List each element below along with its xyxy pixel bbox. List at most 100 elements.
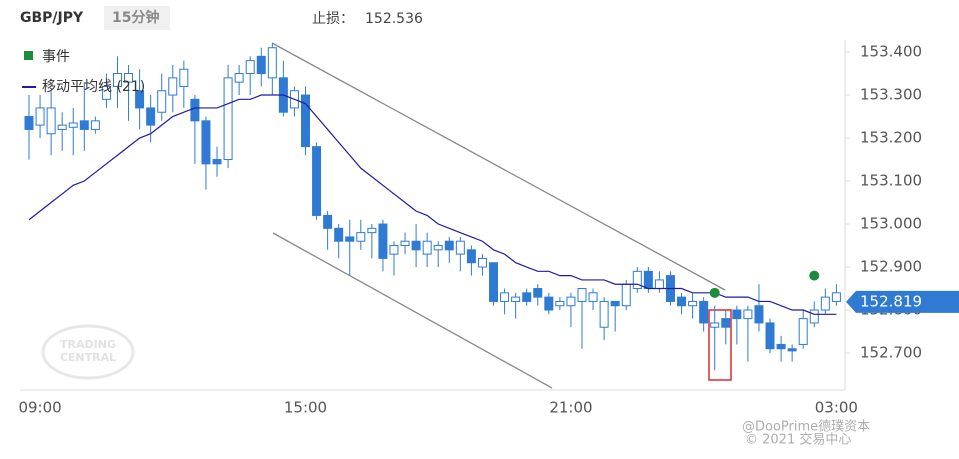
candle-body bbox=[201, 120, 211, 165]
candle-body bbox=[101, 85, 111, 100]
candle-body bbox=[157, 90, 167, 113]
candle-body bbox=[544, 296, 554, 311]
candle-body bbox=[632, 270, 642, 290]
candle-body bbox=[500, 292, 510, 302]
candle-body bbox=[79, 120, 89, 130]
x-tick-label: 09:00 bbox=[18, 399, 61, 417]
candle-body bbox=[455, 240, 465, 255]
legend-label: 事件 bbox=[42, 49, 70, 65]
candle-body bbox=[599, 300, 609, 328]
candle-body bbox=[267, 47, 277, 79]
y-tick-label: 153.000 bbox=[860, 215, 922, 233]
trend-line bbox=[272, 232, 553, 389]
candle-body bbox=[256, 55, 266, 75]
candle-body bbox=[312, 146, 322, 216]
candle-body bbox=[820, 296, 830, 311]
candle-body bbox=[588, 292, 598, 302]
y-tick-label: 152.700 bbox=[860, 344, 922, 362]
logo-text: TRADING bbox=[60, 338, 116, 351]
plot bbox=[24, 43, 841, 371]
candle-body bbox=[809, 309, 819, 324]
stop-loss: 152.536 bbox=[365, 11, 423, 27]
candle-body bbox=[466, 249, 476, 264]
candle-body bbox=[643, 270, 653, 290]
price-tag-label: 152.819 bbox=[860, 292, 922, 310]
candle-body bbox=[411, 240, 421, 251]
candle-body bbox=[477, 257, 487, 268]
x-tick-label: 03:00 bbox=[815, 399, 858, 417]
moving-average-line bbox=[28, 94, 837, 315]
candle-body bbox=[245, 60, 255, 75]
watermark-source: @DooPrime德璞资本 bbox=[742, 420, 870, 435]
watermark-logo: TRADING CENTRAL bbox=[41, 324, 135, 380]
candle-body bbox=[179, 68, 189, 87]
candle-body bbox=[301, 94, 310, 148]
candle-body bbox=[710, 322, 720, 328]
candle-body bbox=[533, 288, 543, 298]
candle-body bbox=[57, 124, 67, 130]
logo-ring bbox=[41, 324, 135, 380]
watermark-copyright: © 2021 交易中心 bbox=[745, 432, 851, 448]
x-tick-label: 15:00 bbox=[284, 399, 327, 417]
candle-body bbox=[522, 292, 532, 302]
candle-body bbox=[776, 343, 786, 350]
candle-body bbox=[754, 305, 764, 324]
candle-body bbox=[68, 122, 78, 128]
candle-body bbox=[511, 296, 521, 302]
candle-body bbox=[422, 240, 432, 255]
price-tag bbox=[846, 290, 959, 313]
y-tick-label: 153.200 bbox=[860, 129, 922, 147]
candle-body bbox=[112, 73, 122, 87]
interval-box[interactable] bbox=[104, 6, 170, 30]
candle-body bbox=[24, 116, 34, 130]
candle-body bbox=[367, 227, 377, 234]
candle-body bbox=[798, 318, 808, 345]
candle-body bbox=[356, 232, 366, 242]
event-marker bbox=[709, 287, 720, 298]
candle-body bbox=[400, 240, 410, 247]
x-tick-label: 21:00 bbox=[549, 399, 592, 417]
legend-label: 移动平均线 (21) bbox=[42, 79, 145, 95]
candle-body bbox=[566, 296, 576, 307]
candle-body bbox=[146, 107, 156, 126]
event-marker bbox=[809, 270, 820, 281]
candle-body bbox=[831, 292, 841, 302]
candle-body bbox=[378, 223, 388, 259]
legend-event-swatch bbox=[24, 51, 33, 60]
highlight-box bbox=[708, 309, 732, 381]
candle-body bbox=[35, 107, 45, 126]
candle-body bbox=[688, 300, 698, 307]
candle-body bbox=[345, 236, 355, 242]
y-tick-label: 153.300 bbox=[860, 86, 922, 104]
candle-body bbox=[721, 318, 731, 328]
candle-body bbox=[190, 98, 200, 122]
candle-body bbox=[743, 309, 753, 320]
candle-body bbox=[46, 107, 56, 135]
logo-text: CENTRAL bbox=[60, 351, 116, 364]
candle-body bbox=[135, 90, 145, 109]
candle-body bbox=[489, 262, 499, 302]
candle-body bbox=[555, 300, 565, 307]
candle-body bbox=[787, 348, 797, 352]
candle-body bbox=[389, 245, 399, 255]
y-tick-label: 153.400 bbox=[860, 43, 922, 61]
candle-body bbox=[444, 240, 454, 251]
candle-body bbox=[90, 120, 100, 130]
y-tick-label: 152.900 bbox=[860, 258, 922, 276]
candle-body bbox=[433, 245, 443, 251]
interval[interactable]: 15分钟 bbox=[112, 9, 159, 26]
candle-body bbox=[334, 227, 344, 242]
candle-body bbox=[765, 322, 775, 350]
candle-body bbox=[577, 288, 587, 302]
candle-body bbox=[212, 159, 222, 165]
candle-body bbox=[168, 77, 178, 96]
candle-body bbox=[124, 73, 134, 83]
candle-body bbox=[323, 214, 333, 229]
y-tick-label: 153.100 bbox=[860, 172, 922, 190]
candle-body bbox=[610, 300, 620, 307]
candle-body bbox=[234, 73, 244, 83]
stop-loss-label: 止损： bbox=[312, 11, 354, 27]
